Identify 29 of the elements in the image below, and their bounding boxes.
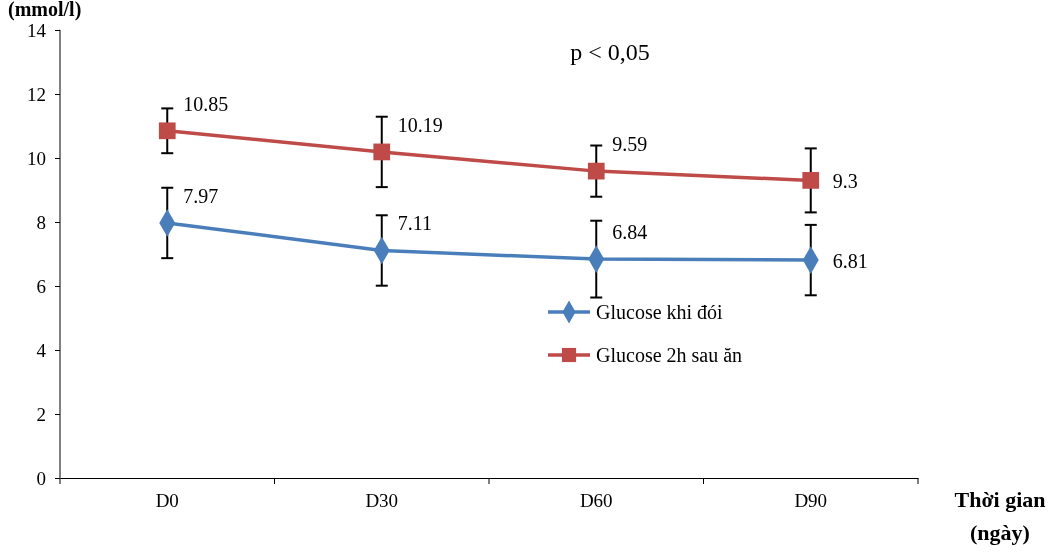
y-tick-label: 2 (36, 403, 46, 425)
data-label: 10.19 (397, 113, 443, 136)
y-tick-label: 12 (27, 83, 46, 105)
point (373, 143, 391, 161)
data-label: 10.85 (183, 92, 229, 115)
y-tick-label: 0 (36, 467, 46, 489)
point (158, 122, 176, 140)
y-tick-label: 10 (27, 147, 46, 169)
data-label: 6.81 (832, 250, 868, 273)
legend-label: Glucose 2h sau ăn (596, 344, 743, 366)
data-label: 7.11 (397, 212, 433, 235)
y-tick-label: 6 (36, 275, 46, 297)
data-label: 9.3 (832, 170, 858, 193)
data-label: 9.59 (612, 133, 648, 156)
y-tick-label: 14 (27, 19, 47, 41)
annotation: p < 0,05 (570, 39, 650, 65)
x-tick-label: D30 (365, 490, 399, 511)
y-tick-label: 8 (36, 211, 46, 233)
data-label: 6.84 (612, 221, 648, 244)
legend-label: Glucose khi đói (596, 301, 724, 323)
y-axis-title: (mmol/l) (8, 0, 82, 21)
x-tick-label: D60 (579, 490, 613, 511)
x-tick-label: D0 (155, 490, 179, 511)
data-label: 7.97 (183, 184, 219, 207)
x-tick-label: D90 (794, 490, 828, 511)
x-axis-title: Thời gian (ngày) (954, 487, 1046, 545)
point (587, 162, 605, 180)
point (802, 172, 820, 189)
y-tick-label: 4 (36, 339, 47, 361)
